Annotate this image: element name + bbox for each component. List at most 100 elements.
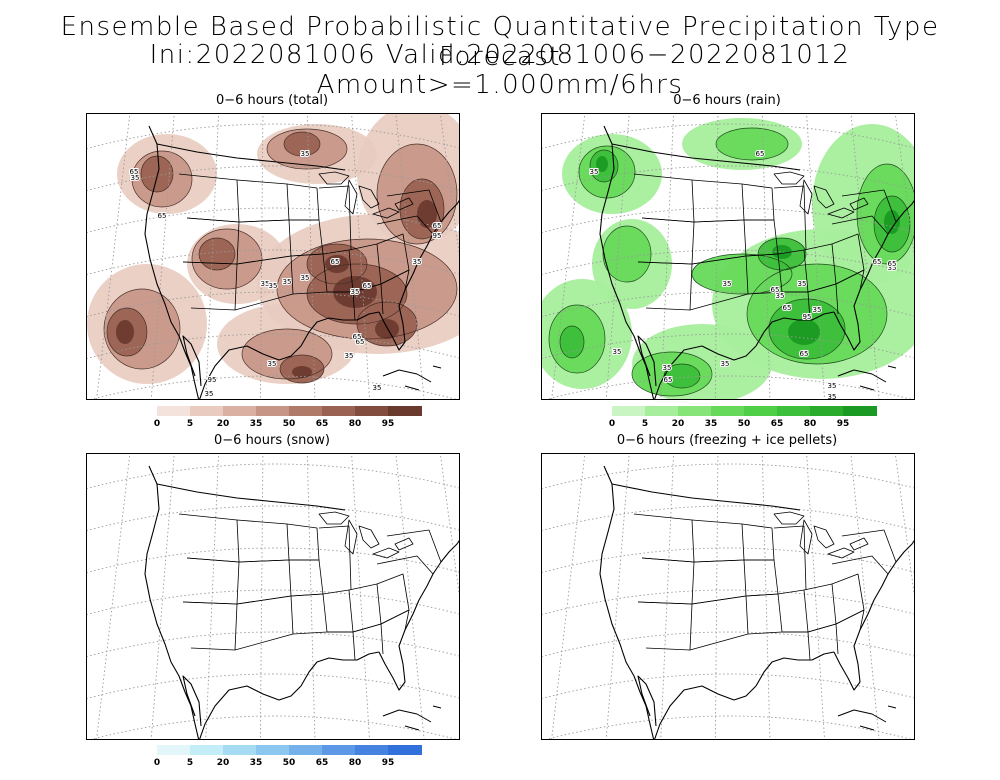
colorbar-swatch bbox=[388, 745, 422, 755]
colorbar-label: 0 bbox=[608, 419, 616, 429]
colorbar-label: 95 bbox=[381, 419, 395, 429]
contour-label: 65 bbox=[873, 258, 882, 266]
colorbar-snow: 0 5 20 35 50 65 80 95 bbox=[153, 745, 422, 773]
contour-label: 35 bbox=[261, 280, 270, 288]
contour-label: 35 bbox=[613, 348, 622, 356]
contour-label: 35 bbox=[301, 150, 310, 158]
colorbar-label: 0 bbox=[153, 419, 161, 429]
contour-label: 35 bbox=[663, 364, 672, 372]
contour-label: 35 bbox=[721, 360, 730, 368]
colorbar-label: 95 bbox=[381, 758, 395, 768]
colorbar-label: 0 bbox=[153, 758, 161, 768]
colorbar-label: 5 bbox=[641, 419, 649, 429]
map-panel-snow bbox=[86, 453, 460, 740]
contour-label: 65 bbox=[158, 212, 167, 220]
colorbar-swatch bbox=[322, 745, 356, 755]
colorbar-label: 35 bbox=[704, 419, 718, 429]
contour-label: 65 bbox=[756, 150, 765, 158]
colorbar-swatch bbox=[810, 406, 844, 416]
map-snow bbox=[87, 454, 459, 739]
contour-label: 35 bbox=[776, 292, 785, 300]
colorbar-label: 50 bbox=[282, 758, 296, 768]
colorbar-label: 65 bbox=[315, 758, 329, 768]
panel-title-rain: 0−6 hours (rain) bbox=[673, 93, 781, 108]
colorbar-swatch bbox=[190, 745, 224, 755]
colorbar-swatch bbox=[744, 406, 778, 416]
contour-label: 35 bbox=[283, 278, 292, 286]
colorbar-swatch bbox=[678, 406, 712, 416]
contour-label: 35 bbox=[813, 306, 822, 314]
colorbar-swatch bbox=[612, 406, 646, 416]
colorbar-label: 20 bbox=[216, 758, 230, 768]
colorbar-swatch bbox=[645, 406, 679, 416]
contour-label: 65 bbox=[433, 222, 442, 230]
coastline-and-borders bbox=[599, 125, 914, 399]
panel-title-total: 0−6 hours (total) bbox=[215, 93, 329, 108]
colorbar-swatch bbox=[388, 406, 422, 416]
contour-label: 35 bbox=[205, 390, 214, 398]
panel-title-snow: 0−6 hours (snow) bbox=[214, 433, 330, 448]
contour-label: 35 bbox=[798, 280, 807, 288]
colorbar-swatch bbox=[256, 745, 290, 755]
colorbar-swatch bbox=[322, 406, 356, 416]
contour-label: 35 bbox=[269, 282, 278, 290]
contour-label: 35 bbox=[828, 382, 837, 390]
contour-label: 35 bbox=[413, 258, 422, 266]
colorbar-label: 20 bbox=[671, 419, 685, 429]
contour-label: 65 bbox=[353, 333, 362, 341]
contour-label: 65 bbox=[363, 282, 372, 290]
colorbar-label: 95 bbox=[836, 419, 850, 429]
contour-label: 35 bbox=[590, 168, 599, 176]
panel-title-freeze: 0−6 hours (freezing + ice pellets) bbox=[616, 433, 838, 448]
map-freeze bbox=[542, 454, 914, 739]
colorbar-swatch bbox=[355, 406, 389, 416]
colorbar-swatch bbox=[223, 406, 257, 416]
contour-label: 95 bbox=[208, 376, 217, 384]
colorbar-label: 65 bbox=[770, 419, 784, 429]
colorbar-label: 5 bbox=[186, 758, 194, 768]
colorbar-total: 0 5 20 35 50 65 80 95 bbox=[153, 406, 422, 434]
coastline-and-borders bbox=[144, 125, 459, 399]
colorbar-label: 80 bbox=[803, 419, 817, 429]
contour-label: 35 bbox=[131, 174, 140, 182]
map-panel-rain: 65 35 35 65 35 35 65 35 35 65 35 95 65 35 65 35 35 35 65 bbox=[541, 113, 915, 400]
colorbar-swatch bbox=[157, 406, 191, 416]
contours-total bbox=[103, 128, 458, 384]
contour-label: 35 bbox=[345, 352, 354, 360]
contour-label: 65 bbox=[800, 350, 809, 358]
graticule bbox=[542, 114, 914, 399]
contour-label: 65 bbox=[130, 168, 139, 176]
colorbar-swatch bbox=[777, 406, 811, 416]
contour-label: 65 bbox=[783, 304, 792, 312]
contour-label: 65 bbox=[356, 338, 365, 346]
contour-label: 65 bbox=[771, 286, 780, 294]
colorbar-label: 5 bbox=[186, 419, 194, 429]
colorbar-label: 20 bbox=[216, 419, 230, 429]
coastline-and-borders bbox=[599, 465, 914, 739]
contour-label: 95 bbox=[433, 232, 442, 240]
graticule bbox=[542, 454, 914, 739]
colorbar-label: 35 bbox=[249, 758, 263, 768]
figure-subtitle: Ini:2022081006 Valid:2022081006−20220810… bbox=[149, 40, 851, 100]
map-panel-freeze bbox=[541, 453, 915, 740]
contour-label: 95 bbox=[803, 313, 812, 321]
map-panel-total: 35 65 35 65 35 35 35 35 65 35 65 35 65 35 95 65 35 65 95 35… bbox=[86, 113, 460, 400]
contour-label: 35 bbox=[888, 264, 897, 272]
contour-label: 65 bbox=[664, 376, 673, 384]
colorbar-label: 65 bbox=[315, 419, 329, 429]
colorbar-label: 80 bbox=[348, 419, 362, 429]
contour-label: 35 bbox=[301, 274, 310, 282]
colorbar-swatch bbox=[289, 745, 323, 755]
colorbar-swatch bbox=[843, 406, 877, 416]
graticule bbox=[87, 114, 459, 399]
contour-label: 35 bbox=[723, 280, 732, 288]
colorbar-swatch bbox=[711, 406, 745, 416]
colorbar-swatch bbox=[223, 745, 257, 755]
colorbar-swatch bbox=[190, 406, 224, 416]
colorbar-swatch bbox=[157, 745, 191, 755]
colorbar-label: 50 bbox=[282, 419, 296, 429]
colorbar-swatch bbox=[355, 745, 389, 755]
